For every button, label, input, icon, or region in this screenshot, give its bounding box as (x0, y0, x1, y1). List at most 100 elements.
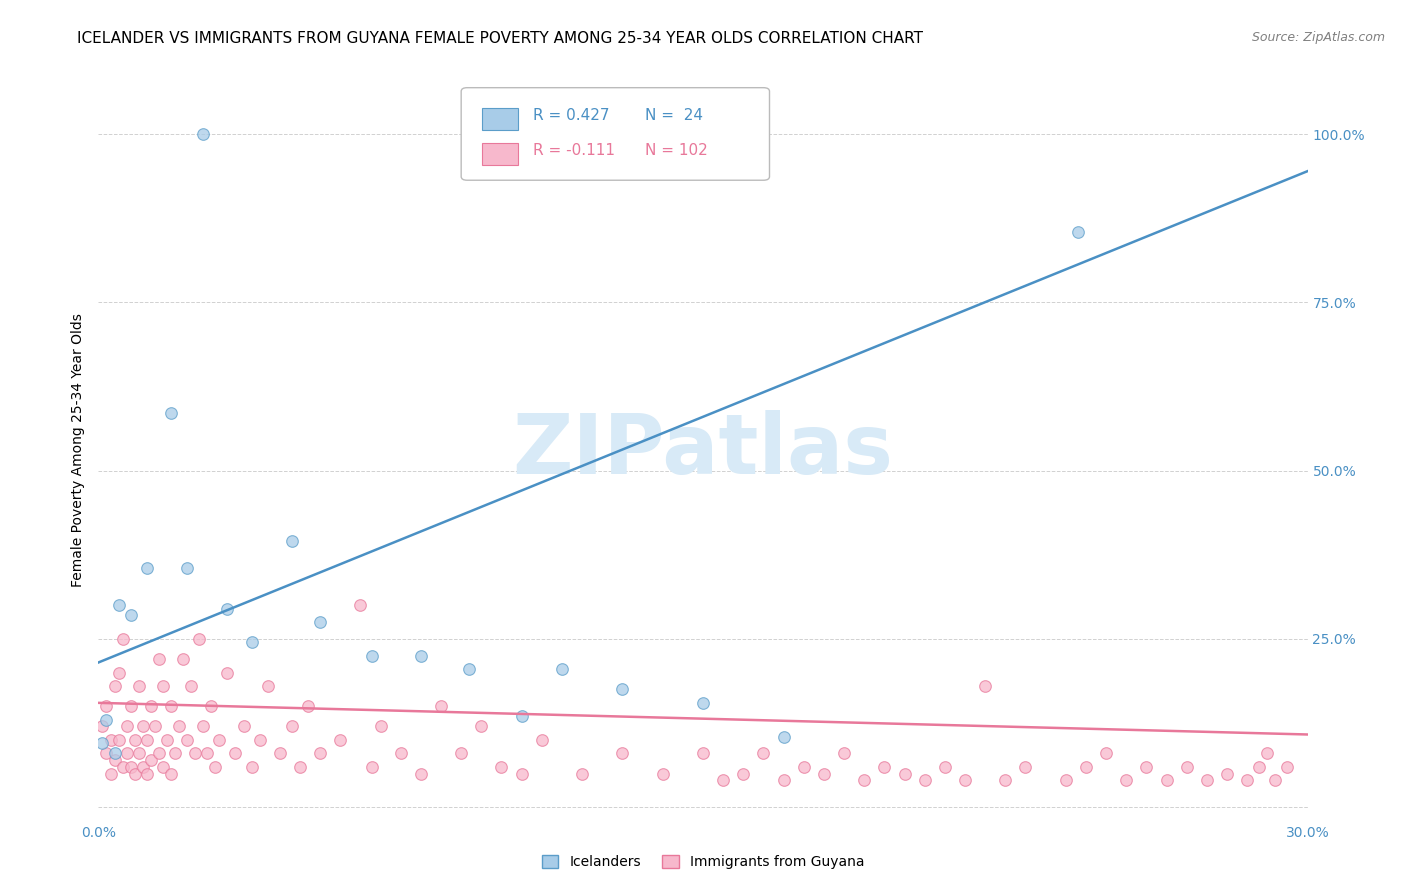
Point (249, 732, 271, 747)
Point (612, 747, 634, 761)
Point (752, 747, 775, 761)
Point (853, 773, 876, 788)
Point (1074, 760, 1097, 774)
Point (124, 732, 146, 747)
Point (409, 766, 432, 780)
Point (193, 127, 215, 141)
Point (530, 732, 553, 747)
Point (176, 561, 198, 575)
Point (139, 753, 162, 767)
Point (152, 679, 174, 693)
Point (571, 766, 593, 780)
Point (551, 662, 574, 676)
Point (1264, 773, 1286, 788)
Text: ICELANDER VS IMMIGRANTS FROM GUYANA FEMALE POVERTY AMONG 25-34 YEAR OLDS CORRELA: ICELANDER VS IMMIGRANTS FROM GUYANA FEMA… (77, 31, 924, 46)
Point (772, 773, 794, 788)
Point (148, 747, 170, 761)
Text: N =  24: N = 24 (645, 108, 703, 122)
Point (217, 665, 239, 680)
Point (167, 719, 190, 733)
Point (692, 696, 714, 710)
Point (163, 747, 186, 761)
Point (240, 760, 263, 774)
Point (1054, 773, 1077, 788)
Point (124, 766, 146, 780)
Point (711, 773, 734, 788)
Point (1175, 760, 1198, 774)
Point (143, 719, 166, 733)
Point (1095, 747, 1118, 761)
Point (111, 760, 134, 774)
Point (744, 127, 766, 141)
Point (132, 719, 155, 733)
Point (510, 766, 533, 780)
Point (91, 719, 114, 733)
Point (217, 601, 239, 615)
Point (389, 747, 412, 761)
Point (361, 760, 384, 774)
Point (349, 599, 371, 613)
Point (224, 747, 246, 761)
Point (470, 719, 492, 733)
Point (329, 732, 352, 747)
Point (491, 760, 513, 774)
Point (256, 679, 278, 693)
Point (1277, 760, 1299, 774)
Point (409, 648, 432, 663)
Point (91, 736, 114, 750)
Text: R = -0.111: R = -0.111 (533, 143, 614, 158)
Point (208, 732, 231, 747)
Point (128, 679, 150, 693)
Point (309, 615, 332, 629)
Point (152, 760, 174, 774)
Text: R = 0.427: R = 0.427 (533, 108, 609, 122)
Point (370, 719, 392, 733)
Point (120, 608, 142, 623)
Point (510, 709, 533, 723)
Point (115, 747, 138, 761)
Point (100, 766, 122, 780)
Point (599, 127, 621, 141)
Point (1135, 760, 1157, 774)
Point (107, 665, 129, 680)
Point (813, 766, 835, 780)
Point (1195, 773, 1218, 788)
Point (281, 719, 304, 733)
Point (1115, 773, 1137, 788)
Point (873, 760, 896, 774)
Point (240, 635, 263, 649)
Point (111, 632, 134, 646)
Point (135, 561, 157, 575)
Text: Source: ZipAtlas.com: Source: ZipAtlas.com (1251, 31, 1385, 45)
Point (430, 699, 453, 714)
Point (176, 732, 198, 747)
Point (172, 652, 194, 666)
Point (309, 747, 332, 761)
Point (148, 652, 170, 666)
Point (184, 747, 207, 761)
Point (458, 662, 481, 676)
Point (1236, 773, 1258, 788)
Point (120, 760, 142, 774)
Point (204, 760, 226, 774)
Y-axis label: Female Poverty Among 25-34 Year Olds: Female Poverty Among 25-34 Year Olds (72, 313, 86, 588)
Point (793, 760, 815, 774)
Point (832, 747, 855, 761)
Point (361, 648, 384, 663)
Point (1067, 225, 1090, 239)
FancyBboxPatch shape (461, 87, 769, 180)
Point (96, 713, 118, 727)
Point (692, 747, 714, 761)
Point (281, 534, 304, 549)
FancyBboxPatch shape (482, 108, 517, 130)
Text: N = 102: N = 102 (645, 143, 707, 158)
Point (193, 719, 215, 733)
Point (994, 773, 1017, 788)
Legend: Icelanders, Immigrants from Guyana: Icelanders, Immigrants from Guyana (534, 848, 872, 876)
Point (96, 699, 118, 714)
Point (107, 599, 129, 613)
Point (160, 699, 183, 714)
Point (115, 719, 138, 733)
Point (200, 699, 222, 714)
Point (914, 773, 936, 788)
